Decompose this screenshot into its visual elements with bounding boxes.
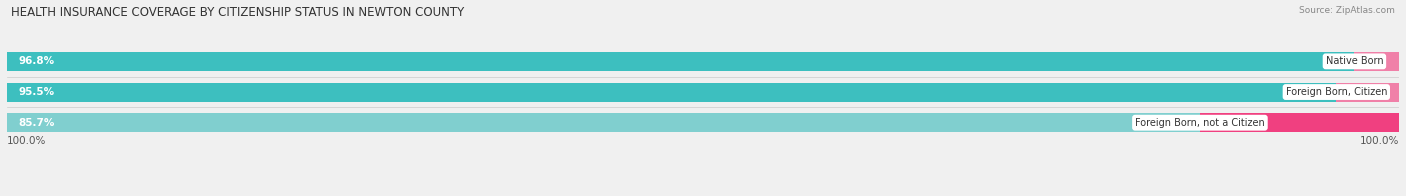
Text: 96.8%: 96.8% xyxy=(18,56,55,66)
Bar xyxy=(1336,83,1399,102)
Text: 100.0%: 100.0% xyxy=(1360,136,1399,146)
Bar xyxy=(7,113,1399,132)
Text: 95.5%: 95.5% xyxy=(18,87,55,97)
Bar xyxy=(7,83,1399,102)
Bar xyxy=(1354,52,1399,71)
Bar xyxy=(7,113,1199,132)
Text: 85.7%: 85.7% xyxy=(18,118,55,128)
Text: Foreign Born, Citizen: Foreign Born, Citizen xyxy=(1285,87,1388,97)
Text: HEALTH INSURANCE COVERAGE BY CITIZENSHIP STATUS IN NEWTON COUNTY: HEALTH INSURANCE COVERAGE BY CITIZENSHIP… xyxy=(11,6,464,19)
Bar xyxy=(7,52,1399,71)
Text: Foreign Born, not a Citizen: Foreign Born, not a Citizen xyxy=(1135,118,1265,128)
Text: 100.0%: 100.0% xyxy=(7,136,46,146)
Text: Source: ZipAtlas.com: Source: ZipAtlas.com xyxy=(1299,6,1395,15)
Bar xyxy=(1199,113,1399,132)
Bar xyxy=(7,83,1336,102)
Text: Native Born: Native Born xyxy=(1326,56,1384,66)
Bar xyxy=(7,52,1354,71)
